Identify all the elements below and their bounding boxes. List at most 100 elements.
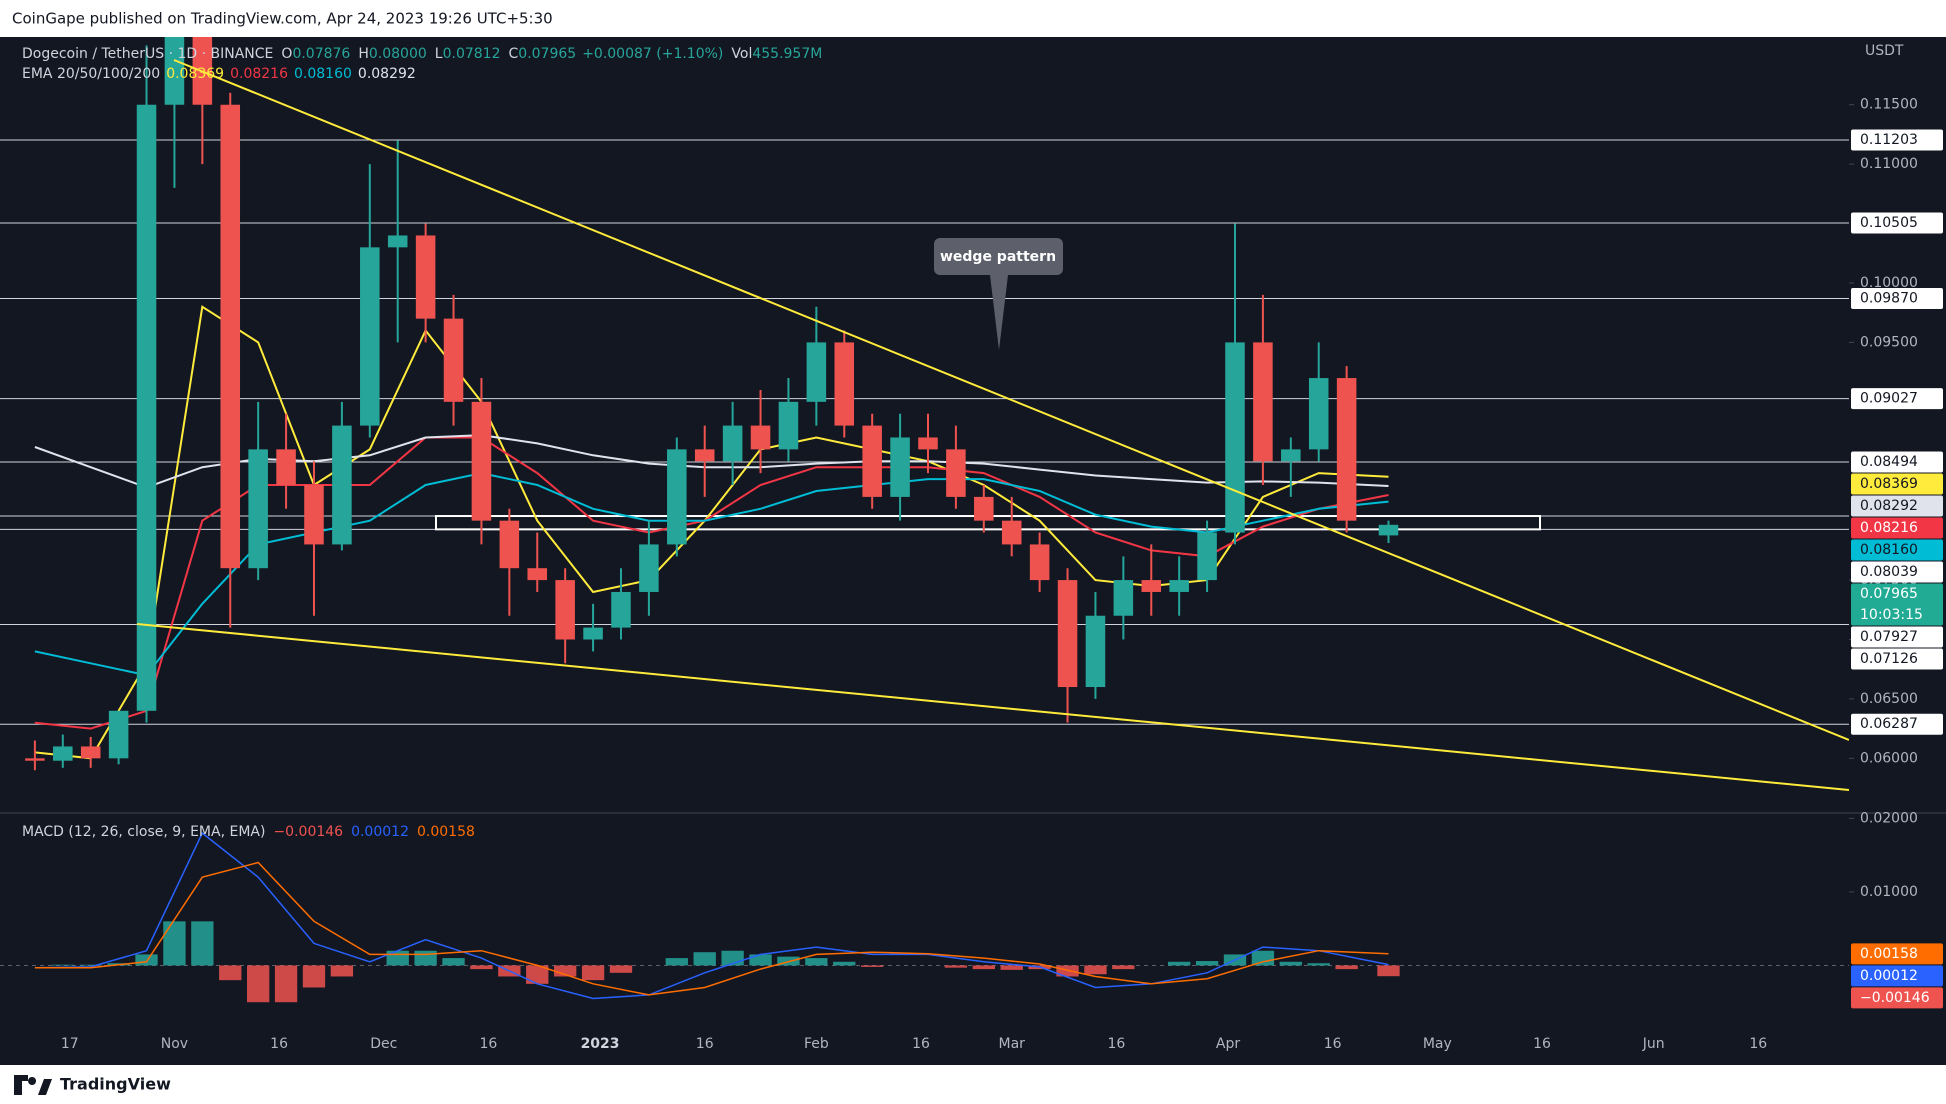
level-label: 0.08039 <box>1860 564 1918 580</box>
level-label-bg <box>1851 287 1943 309</box>
candle-body <box>1113 580 1134 616</box>
histogram-bar <box>972 965 995 970</box>
candle-body <box>1085 615 1106 688</box>
histogram-bar <box>191 921 214 966</box>
x-tick-label: 16 <box>480 1036 498 1052</box>
level-label-bg <box>1851 388 1943 410</box>
candle-body <box>276 449 296 486</box>
level-label-bg <box>1851 212 1943 234</box>
candle-body <box>1197 532 1217 581</box>
candle-body <box>862 425 882 497</box>
histogram-bar <box>581 965 605 981</box>
candle-body <box>918 437 938 450</box>
ema-label: 0.08160 <box>1860 542 1918 558</box>
x-tick-label: Feb <box>804 1036 829 1052</box>
candle-body <box>53 746 73 761</box>
macd-value-label-bg <box>1851 987 1943 1009</box>
macd-value-label-bg <box>1851 943 1943 965</box>
macd-tick-label: 0.02000 <box>1860 810 1918 826</box>
legend-row: Dogecoin / TetherUS · 1D · BINANCE O0.078… <box>22 46 822 62</box>
x-tick-label: 16 <box>1533 1036 1551 1052</box>
candle-body <box>806 342 827 402</box>
level-label-bg <box>1851 626 1943 648</box>
histogram-bar <box>1000 965 1023 970</box>
histogram-bar <box>79 964 102 966</box>
trendlines <box>136 59 1849 791</box>
candle-body <box>1253 342 1273 462</box>
candle-body <box>1281 449 1301 462</box>
ema-label-bg <box>1851 517 1943 539</box>
candle-body <box>80 746 101 759</box>
macd-value-label: 0.00158 <box>1860 946 1918 962</box>
level-label: 0.07126 <box>1860 651 1918 667</box>
x-tick-label: 16 <box>912 1036 930 1052</box>
level-label-bg <box>1851 648 1943 670</box>
ohlc-key: C <box>509 46 519 62</box>
histogram-bar <box>1112 965 1135 970</box>
candle-body <box>778 401 799 450</box>
y-tick-label: 0.11500 <box>1860 97 1918 113</box>
ohlc-key: H <box>358 46 369 62</box>
histogram-bar <box>1168 961 1191 966</box>
ema-label-bg <box>1851 473 1943 495</box>
callout: wedge pattern <box>934 238 1063 350</box>
ema-label: 0.08369 <box>1860 476 1918 492</box>
currency: USDT <box>1865 43 1904 59</box>
volume: 455.957M <box>752 46 822 62</box>
upper-trendline <box>173 59 1849 741</box>
histogram-bar <box>1307 963 1330 966</box>
histogram-bar <box>554 965 577 977</box>
macd-value-label: −0.00146 <box>1860 990 1930 1006</box>
candle-body <box>974 496 994 521</box>
candle-body <box>332 425 352 545</box>
y-tick-label: 0.06000 <box>1860 750 1918 766</box>
level-label: 0.07927 <box>1860 629 1918 645</box>
level-label: 0.09027 <box>1860 391 1918 407</box>
candle-body <box>611 591 631 628</box>
price-label-bg <box>1851 583 1943 626</box>
macd-value-label: 0.00012 <box>1860 968 1918 984</box>
macd-value: 0.00012 <box>351 824 409 840</box>
candle-body <box>360 247 380 426</box>
candle-body <box>722 425 743 462</box>
level-label-bg <box>1851 713 1943 735</box>
histogram-bar <box>442 958 465 966</box>
x-tick-label: Nov <box>161 1036 188 1052</box>
callout-pointer <box>990 275 1008 350</box>
ohlc-value: 0.07812 <box>443 46 501 62</box>
histogram-bar <box>1195 961 1219 966</box>
candle-body <box>834 342 855 426</box>
ema-value: 0.08216 <box>230 66 288 82</box>
candle-body <box>415 235 436 319</box>
legend: Dogecoin / TetherUS · 1D · BINANCE O0.078… <box>22 46 822 840</box>
histogram-bar <box>246 965 270 1003</box>
ohlc-key: L <box>435 46 443 62</box>
candle-body <box>1308 378 1329 450</box>
symbol: Dogecoin / TetherUS · 1D · BINANCE <box>22 46 273 62</box>
histogram-bar <box>665 958 688 966</box>
level-label: 0.10505 <box>1860 215 1918 231</box>
ema-label-bg <box>1851 539 1943 561</box>
x-tick-label: Apr <box>1216 1036 1240 1052</box>
x-tick-label: 16 <box>696 1036 714 1052</box>
macd-pane <box>0 831 1849 1003</box>
candle-body <box>1029 544 1050 581</box>
candle-body <box>1141 580 1162 592</box>
ohlc-value: 0.07876 <box>292 46 350 62</box>
ohlc-key: O <box>281 46 292 62</box>
x-tick-label: 16 <box>1749 1036 1767 1052</box>
callout-box <box>934 238 1063 275</box>
macd-title: MACD (12, 26, close, 9, EMA, EMA) <box>22 824 265 840</box>
candle-body <box>25 758 45 761</box>
candle-body <box>108 710 129 759</box>
ema-label-bg <box>1851 495 1943 517</box>
ema-value: 0.08292 <box>358 66 416 82</box>
histogram-bar <box>693 952 716 966</box>
level-label-bg <box>1851 451 1943 473</box>
histogram-bar <box>51 964 74 966</box>
candle-body <box>583 627 603 640</box>
candle-body <box>1001 520 1022 545</box>
axes: 0.115000.110000.100000.095000.075000.070… <box>61 43 1943 1052</box>
histogram-bar <box>330 965 354 977</box>
